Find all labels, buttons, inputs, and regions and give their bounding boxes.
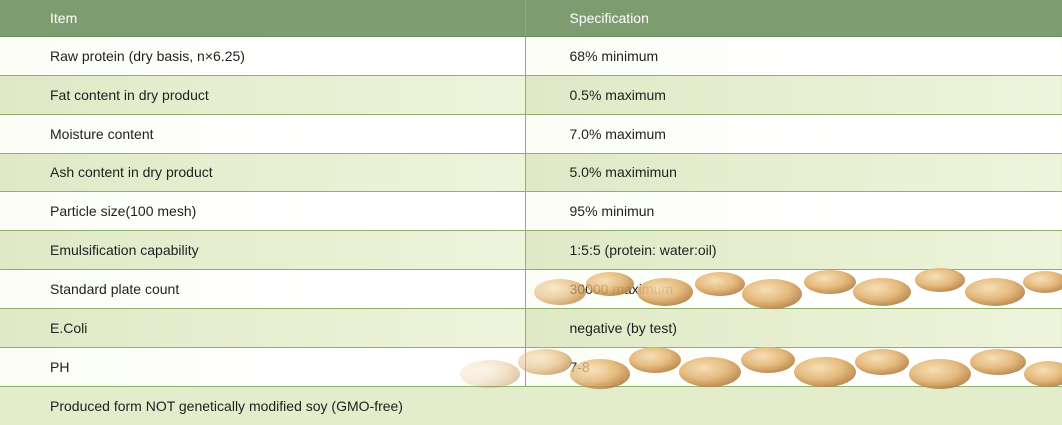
spec-cell: 30000 maximum [524,269,1062,309]
item-cell: Ash content in dry product [0,153,525,193]
table-row: Particle size(100 mesh) 95% minimun [0,191,1062,232]
table-header-row: Item Specification [0,0,1062,37]
spec-cell: 68% minimum [524,36,1062,76]
item-cell: Emulsification capability [0,230,525,271]
spec-cell: 7.0% maximum [524,114,1062,154]
table-row: Moisture content 7.0% maximum [0,114,1062,154]
item-cell: Standard plate count [0,269,525,309]
table-row: Fat content in dry product 0.5% maximum [0,75,1062,115]
spec-cell: negative (by test) [524,308,1062,348]
gmo-note: Produced form NOT genetically modified s… [0,386,1062,425]
gmo-note-row: Produced form NOT genetically modified s… [0,386,1062,425]
item-cell: PH [0,347,525,387]
spec-cell: 7-8 [524,347,1062,387]
item-cell: Fat content in dry product [0,75,525,115]
item-cell: E.Coli [0,308,525,348]
spec-cell: 1:5:5 (protein: water:oil) [524,230,1062,271]
table-row: E.Coli negative (by test) [0,308,1062,348]
header-item: Item [0,0,525,37]
item-cell: Moisture content [0,114,525,154]
table-row: Emulsification capability 1:5:5 (protein… [0,230,1062,271]
table-row: PH 7-8 [0,347,1062,387]
item-cell: Raw protein (dry basis, n×6.25) [0,36,525,76]
table-row: Ash content in dry product 5.0% maximimu… [0,153,1062,193]
spec-cell: 5.0% maximimun [524,153,1062,193]
spec-cell: 95% minimun [524,191,1062,232]
header-specification: Specification [524,0,1062,37]
spec-cell: 0.5% maximum [524,75,1062,115]
item-cell: Particle size(100 mesh) [0,191,525,232]
table-row: Standard plate count 30000 maximum [0,269,1062,309]
table-row: Raw protein (dry basis, n×6.25) 68% mini… [0,36,1062,76]
